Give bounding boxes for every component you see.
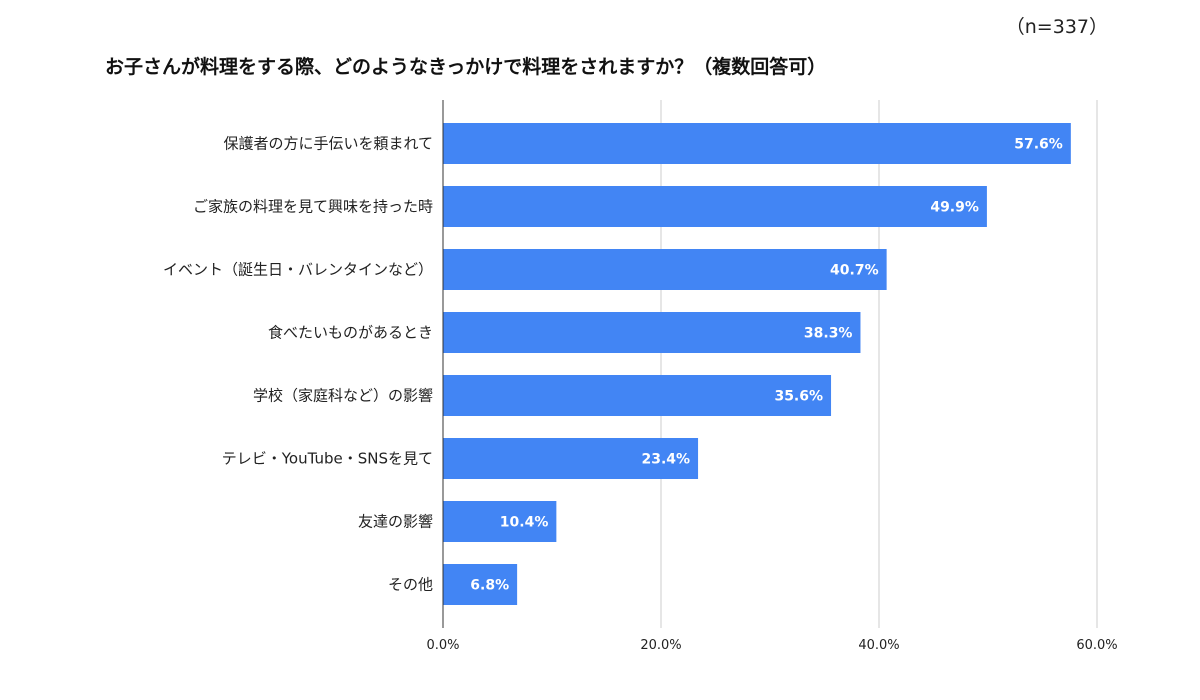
- bar-value-label: 23.4%: [641, 452, 690, 468]
- bar-value-label: 38.3%: [804, 326, 853, 342]
- category-label: 学校（家庭科など）の影響: [253, 387, 433, 405]
- category-label: テレビ・YouTube・SNSを見て: [222, 450, 433, 468]
- chart-title: お子さんが料理をする際、どのようなきっかけで料理をされますか？（複数回答可）: [105, 56, 827, 78]
- category-label: その他: [388, 576, 433, 594]
- bar: [443, 312, 861, 353]
- bar: [443, 249, 887, 290]
- x-tick-label: 20.0%: [640, 638, 681, 653]
- bar-value-label: 49.9%: [930, 200, 979, 216]
- bar: [443, 375, 832, 416]
- x-tick-label: 60.0%: [1076, 638, 1117, 653]
- bar: [443, 123, 1071, 164]
- category-label: 食べたいものがあるとき: [268, 324, 433, 342]
- x-tick-label: 40.0%: [858, 638, 899, 653]
- bar-value-label: 6.8%: [470, 578, 509, 594]
- bar-value-label: 35.6%: [774, 389, 823, 405]
- category-label: ご家族の料理を見て興味を持った時: [193, 198, 433, 216]
- category-label: 保護者の方に手伝いを頼まれて: [223, 135, 433, 153]
- bar-value-label: 57.6%: [1014, 137, 1063, 153]
- category-label: イベント（誕生日・バレンタインなど）: [163, 261, 433, 279]
- bar: [443, 438, 699, 479]
- bar: [443, 186, 987, 227]
- x-tick-label: 0.0%: [426, 638, 459, 653]
- sample-size-label: （n=337）: [1005, 16, 1108, 38]
- bar: [443, 501, 557, 542]
- bar-value-label: 10.4%: [500, 515, 549, 531]
- bar: [443, 564, 518, 605]
- bar-value-label: 40.7%: [830, 263, 879, 279]
- category-label: 友達の影響: [358, 513, 433, 531]
